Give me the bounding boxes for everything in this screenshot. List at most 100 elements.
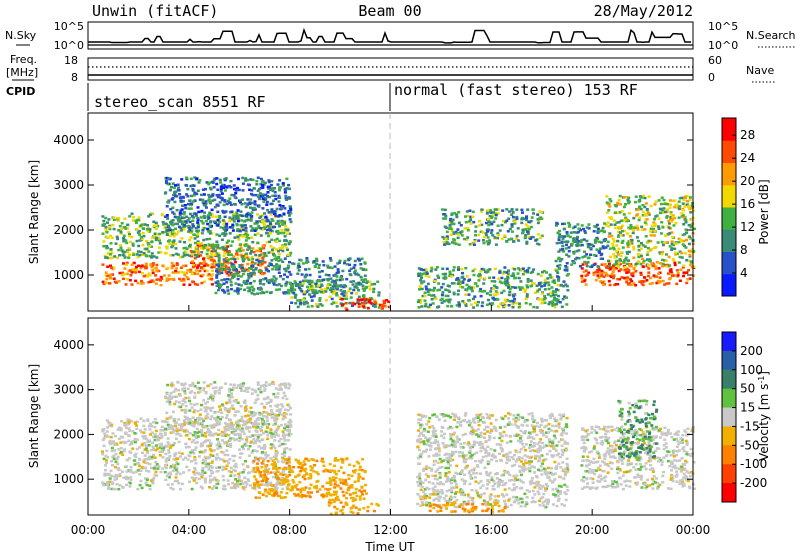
scatter-cell: [280, 483, 284, 487]
scatter-cell: [187, 445, 191, 449]
scatter-cell: [245, 214, 248, 218]
scatter-cell: [147, 281, 151, 284]
scatter-cell: [216, 479, 220, 483]
scatter-cell: [464, 221, 468, 224]
scatter-cell: [273, 239, 277, 242]
scatter-cell: [682, 239, 686, 243]
scatter-cell: [277, 200, 281, 203]
scatter-cell: [668, 245, 672, 248]
scatter-cell: [592, 230, 596, 233]
scatter-cell: [264, 277, 268, 280]
scatter-cell: [154, 274, 158, 277]
scatter-cell: [416, 300, 420, 304]
scatter-cell: [677, 200, 681, 203]
scatter-cell: [232, 275, 236, 278]
scatter-cell: [176, 219, 180, 222]
scatter-cell: [293, 280, 297, 283]
scatter-cell: [191, 260, 195, 263]
scatter-cell: [185, 177, 189, 181]
scatter-cell: [110, 449, 114, 453]
scatter-cell: [151, 480, 155, 484]
scatter-cell: [269, 481, 273, 485]
scatter-cell: [119, 435, 123, 438]
scatter-cell: [174, 388, 178, 392]
scatter-cell: [142, 227, 146, 230]
scatter-cell: [226, 428, 230, 432]
scatter-cell: [358, 258, 362, 262]
scatter-cell: [639, 262, 643, 266]
scatter-cell: [543, 278, 547, 282]
scatter-cell: [226, 479, 230, 482]
scatter-cell: [142, 431, 146, 434]
scatter-cell: [235, 249, 239, 253]
scatter-cell: [468, 243, 472, 246]
scatter-cell: [106, 456, 110, 459]
scatter-cell: [183, 254, 187, 257]
scatter-cell: [251, 207, 255, 210]
scatter-cell: [269, 428, 273, 432]
scatter-cell: [136, 281, 140, 285]
scatter-cell: [166, 437, 170, 440]
scatter-cell: [135, 427, 139, 430]
scatter-cell: [459, 281, 463, 284]
freq-unit: [MHz]: [6, 66, 38, 79]
scatter-cell: [287, 264, 290, 267]
scatter-cell: [251, 422, 255, 425]
scatter-cell: [424, 302, 428, 306]
scatter-cell: [121, 250, 125, 253]
scatter-cell: [165, 420, 169, 424]
scatter-cell: [141, 231, 145, 235]
scatter-cell: [217, 428, 221, 432]
scatter-cell: [168, 242, 172, 246]
scatter-cell: [276, 403, 280, 407]
scatter-cell: [187, 469, 191, 472]
scatter-cell: [241, 424, 245, 427]
scatter-cell: [417, 274, 421, 277]
scatter-cell: [632, 248, 636, 251]
scatter-cell: [229, 203, 233, 206]
scatter-cell: [257, 247, 261, 250]
scatter-cell: [234, 478, 238, 481]
scatter-cell: [494, 213, 498, 217]
scatter-cell: [239, 243, 243, 246]
scatter-cell: [145, 478, 149, 482]
scatter-cell: [219, 458, 223, 461]
scatter-cell: [192, 470, 196, 474]
scatter-cell: [362, 305, 366, 308]
scatter-cell: [171, 487, 175, 491]
scatter-cell: [162, 446, 166, 450]
scatter-cell: [253, 262, 257, 265]
scatter-cell: [494, 217, 498, 220]
scatter-cell: [221, 209, 225, 213]
scatter-cell: [275, 453, 279, 456]
scatter-cell: [105, 419, 109, 422]
scatter-cell: [641, 257, 644, 261]
scatter-cell: [133, 440, 137, 444]
scatter-cell: [126, 223, 130, 227]
scatter-cell: [157, 465, 161, 468]
scatter-cell: [245, 482, 249, 486]
scatter-cell: [538, 210, 542, 213]
scatter-cell: [613, 223, 617, 226]
scatter-cell: [156, 447, 160, 450]
scatter-cell: [167, 398, 171, 402]
scatter-cell: [209, 442, 213, 445]
scatter-cell: [106, 265, 110, 268]
scatter-cell: [166, 383, 170, 387]
scatter-cell: [568, 223, 572, 226]
scatter-cell: [205, 430, 209, 434]
scatter-cell: [329, 277, 333, 280]
scatter-cell: [189, 184, 193, 188]
scatter-cell: [572, 237, 576, 241]
scatter-cell: [557, 279, 561, 282]
scatter-cell: [196, 283, 200, 286]
scatter-cell: [212, 432, 216, 436]
scatter-cell: [508, 300, 512, 303]
scatter-cell: [268, 195, 271, 199]
scatter-cell: [350, 304, 354, 307]
scatter-cell: [223, 406, 227, 410]
scatter-cell: [289, 424, 293, 427]
scatter-cell: [656, 241, 660, 244]
scatter-cell: [222, 186, 226, 189]
scatter-cell: [243, 244, 247, 247]
